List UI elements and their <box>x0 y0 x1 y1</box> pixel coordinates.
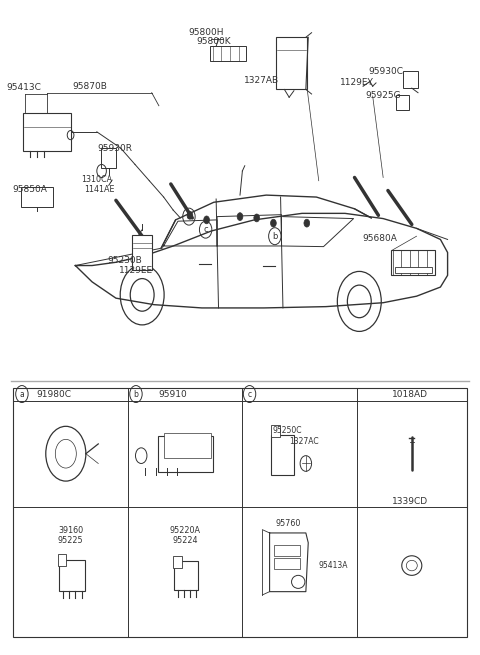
Text: 95230B: 95230B <box>107 257 142 265</box>
FancyBboxPatch shape <box>403 71 419 88</box>
Text: 1327AB: 1327AB <box>244 77 279 85</box>
FancyBboxPatch shape <box>276 37 307 90</box>
Text: 95850A: 95850A <box>12 185 48 194</box>
Text: 95680A: 95680A <box>362 234 397 242</box>
Text: 95760: 95760 <box>275 519 300 528</box>
FancyBboxPatch shape <box>174 561 198 590</box>
Text: 1018AD: 1018AD <box>392 390 428 398</box>
Circle shape <box>304 219 310 227</box>
Bar <box>13 388 467 637</box>
FancyBboxPatch shape <box>59 559 85 591</box>
Text: b: b <box>272 232 277 240</box>
FancyBboxPatch shape <box>23 113 71 151</box>
Text: 1339CD: 1339CD <box>392 497 429 506</box>
FancyBboxPatch shape <box>396 96 409 109</box>
Text: 95930C: 95930C <box>368 67 403 76</box>
Text: 95225: 95225 <box>58 536 84 545</box>
Text: b: b <box>133 390 138 398</box>
FancyBboxPatch shape <box>274 545 300 557</box>
Text: 95224: 95224 <box>172 536 198 545</box>
Text: a: a <box>20 390 24 398</box>
Text: 95250C: 95250C <box>273 426 302 436</box>
FancyBboxPatch shape <box>391 250 435 274</box>
Text: 95870B: 95870B <box>72 82 107 90</box>
FancyBboxPatch shape <box>272 436 294 475</box>
FancyBboxPatch shape <box>132 234 152 271</box>
FancyBboxPatch shape <box>58 555 66 566</box>
Text: 1141AE: 1141AE <box>84 185 114 194</box>
Text: 1129EY: 1129EY <box>340 79 374 87</box>
Text: 95800H: 95800H <box>188 28 223 37</box>
Text: 95413A: 95413A <box>319 561 348 570</box>
Text: 1310CA: 1310CA <box>81 175 112 184</box>
FancyBboxPatch shape <box>272 425 280 437</box>
Text: 91980C: 91980C <box>36 390 72 398</box>
Text: c: c <box>204 225 208 234</box>
Text: 95800K: 95800K <box>196 37 231 47</box>
Circle shape <box>254 214 260 222</box>
FancyBboxPatch shape <box>173 557 182 568</box>
Text: c: c <box>248 390 252 398</box>
Text: 95220A: 95220A <box>169 527 201 536</box>
Text: 39160: 39160 <box>58 527 83 536</box>
FancyBboxPatch shape <box>395 267 432 273</box>
Text: 95413C: 95413C <box>7 83 42 92</box>
FancyBboxPatch shape <box>157 436 213 472</box>
Circle shape <box>237 213 243 221</box>
Text: 1129EE: 1129EE <box>120 266 154 274</box>
FancyBboxPatch shape <box>101 148 116 168</box>
FancyBboxPatch shape <box>274 558 300 569</box>
Circle shape <box>204 216 209 224</box>
Text: a: a <box>186 212 192 221</box>
FancyBboxPatch shape <box>21 187 53 208</box>
FancyBboxPatch shape <box>210 47 246 61</box>
FancyBboxPatch shape <box>164 434 211 458</box>
Text: 95925G: 95925G <box>365 92 401 100</box>
Text: 95910: 95910 <box>159 390 188 398</box>
Text: 95930R: 95930R <box>97 143 132 153</box>
Circle shape <box>187 212 193 219</box>
Circle shape <box>271 219 276 227</box>
Text: 1327AC: 1327AC <box>289 438 319 447</box>
